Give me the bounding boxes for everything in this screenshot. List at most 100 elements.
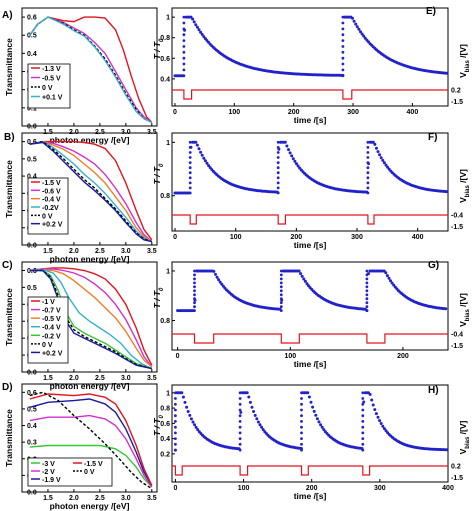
x-tick-label: 2.5 bbox=[95, 495, 105, 502]
y-tick-label: 0.0 bbox=[27, 370, 37, 377]
legend-label: 0 V bbox=[42, 85, 53, 92]
data-point bbox=[317, 420, 321, 424]
data-point bbox=[366, 151, 370, 154]
legend-label: +0.2 V bbox=[42, 222, 63, 229]
data-point bbox=[379, 422, 383, 425]
series-line bbox=[29, 140, 153, 241]
data-point bbox=[444, 307, 448, 311]
data-point bbox=[283, 140, 287, 144]
data-point bbox=[238, 437, 242, 440]
data-point bbox=[300, 431, 303, 435]
data-point bbox=[174, 402, 177, 406]
data-point bbox=[319, 423, 323, 427]
panel-label: A) bbox=[2, 10, 13, 21]
series-line bbox=[29, 140, 153, 243]
data-point bbox=[238, 397, 242, 400]
data-point bbox=[245, 391, 249, 395]
transmittance-markers bbox=[176, 269, 448, 313]
data-point bbox=[238, 414, 242, 418]
data-point bbox=[361, 391, 365, 395]
y-tick-label: 1 bbox=[166, 390, 170, 397]
right-tick-label: -1.5 bbox=[451, 99, 463, 106]
data-point bbox=[182, 45, 186, 48]
panel-label: E) bbox=[426, 6, 436, 17]
data-point bbox=[182, 21, 186, 25]
data-point bbox=[365, 269, 369, 273]
data-point bbox=[276, 171, 280, 175]
data-point bbox=[197, 147, 201, 151]
data-point bbox=[361, 425, 365, 429]
y-tick-label: 0.8 bbox=[160, 193, 170, 200]
data-point bbox=[300, 408, 303, 412]
data-point bbox=[365, 285, 369, 289]
series-line bbox=[29, 140, 153, 243]
legend-label: -0.4 V bbox=[42, 325, 61, 332]
data-point bbox=[199, 30, 203, 34]
x-tick-label: 300 bbox=[347, 109, 359, 116]
x-tick-label: 3.5 bbox=[147, 495, 157, 502]
data-point bbox=[279, 293, 283, 297]
data-point bbox=[361, 420, 365, 423]
data-point bbox=[302, 277, 306, 281]
data-point bbox=[366, 181, 370, 185]
x-tick-label: 2.5 bbox=[95, 248, 105, 255]
data-point bbox=[341, 21, 345, 25]
data-point bbox=[193, 273, 196, 277]
y-tick-label: 0.5 bbox=[27, 33, 37, 40]
right-tick-label: 0.2 bbox=[451, 88, 461, 95]
axis-frame bbox=[21, 261, 158, 373]
data-point bbox=[365, 301, 369, 305]
data-point bbox=[279, 281, 283, 285]
series-line bbox=[29, 140, 153, 243]
legend-label: -0.7 V bbox=[42, 308, 61, 315]
data-point bbox=[341, 68, 345, 72]
data-point bbox=[387, 276, 391, 280]
y-axis-label: T / T0 bbox=[152, 414, 165, 435]
y-axis-right-label: Vbias /[V] bbox=[458, 169, 471, 203]
data-point bbox=[174, 448, 177, 452]
x-tick-label: 400 bbox=[407, 109, 419, 116]
data-point bbox=[238, 442, 242, 446]
x-tick-label: 1.5 bbox=[43, 248, 53, 255]
data-point bbox=[188, 413, 192, 417]
data-point bbox=[368, 392, 372, 396]
legend-label: -1.9 V bbox=[42, 477, 61, 484]
data-point bbox=[291, 157, 295, 161]
y-tick-label: 0.4 bbox=[160, 436, 170, 443]
legend-label: -1.5 V bbox=[42, 180, 61, 187]
data-point bbox=[276, 191, 280, 195]
data-point bbox=[365, 293, 369, 297]
series-line bbox=[29, 444, 153, 488]
data-point bbox=[188, 166, 192, 170]
data-point bbox=[174, 408, 177, 412]
data-point bbox=[200, 153, 204, 157]
series-line bbox=[29, 393, 153, 486]
data-point bbox=[247, 395, 251, 399]
data-point bbox=[279, 269, 283, 273]
x-axis-label: time /[s] bbox=[294, 115, 327, 125]
data-point bbox=[389, 279, 392, 283]
data-point bbox=[174, 397, 177, 400]
data-point bbox=[182, 39, 186, 42]
data-point bbox=[365, 273, 369, 277]
data-point bbox=[370, 398, 374, 402]
y-tick-label: 0.3 bbox=[27, 440, 37, 447]
data-point bbox=[182, 50, 186, 54]
chart-panel-6: F) 0 100 200 300 400 time /[s] 0.8 1 T / T0 Vbias … bbox=[152, 132, 471, 250]
data-point bbox=[197, 28, 201, 32]
series-line bbox=[29, 268, 153, 368]
y-tick-label: 0.8 bbox=[160, 318, 170, 325]
data-point bbox=[341, 39, 345, 42]
bias-trace bbox=[172, 89, 448, 100]
data-point bbox=[193, 269, 196, 273]
x-tick-label: 100 bbox=[284, 353, 296, 360]
y-tick-label: 0.6 bbox=[27, 139, 37, 146]
data-point bbox=[341, 27, 345, 31]
bias-trace bbox=[172, 465, 448, 476]
y-axis-label: T / T0 bbox=[152, 287, 165, 308]
data-point bbox=[199, 150, 203, 154]
x-tick-label: 0 bbox=[173, 234, 177, 241]
data-point bbox=[341, 56, 345, 60]
panel-label: F) bbox=[428, 132, 437, 143]
data-point bbox=[239, 410, 243, 414]
